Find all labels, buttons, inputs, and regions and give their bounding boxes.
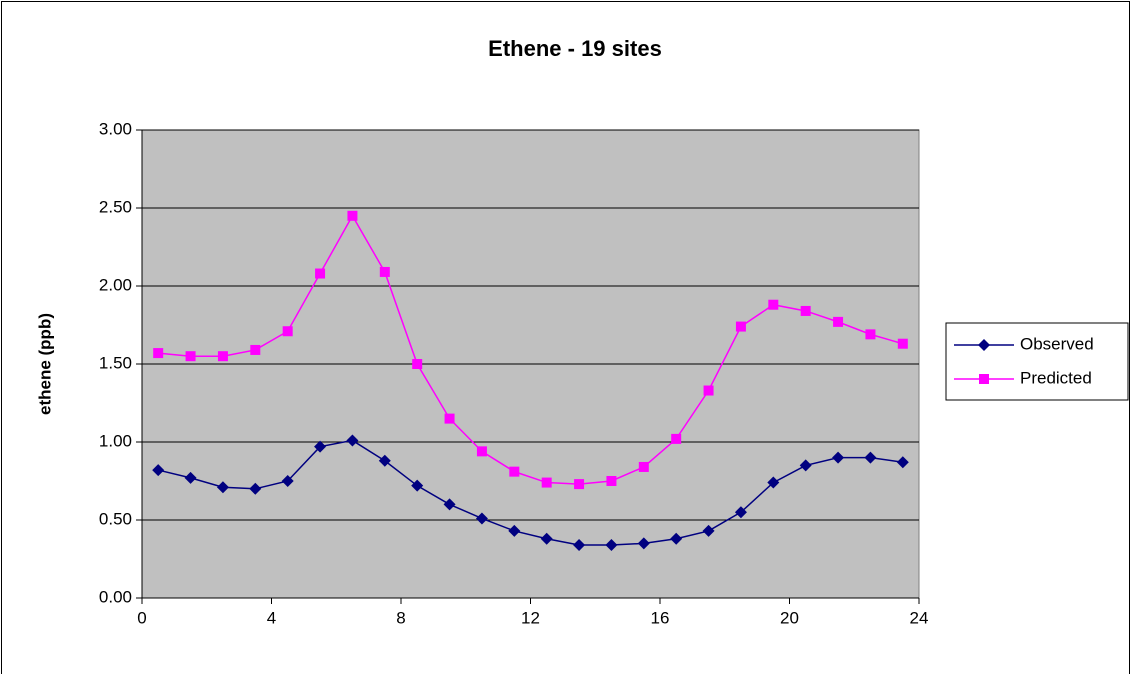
marker [249, 482, 262, 495]
marker [153, 348, 164, 359]
marker [347, 210, 358, 221]
marker [605, 538, 618, 551]
x-tick-label: 4 [267, 608, 276, 627]
marker [412, 359, 423, 369]
y-tick-label: 3.00 [99, 119, 132, 138]
marker [702, 524, 715, 537]
marker [281, 475, 294, 487]
marker [378, 454, 391, 467]
x-tick-label: 16 [651, 608, 670, 627]
legend-box [945, 322, 1129, 401]
x-tick-label: 0 [137, 608, 146, 627]
marker [606, 476, 617, 486]
x-tick-label: 20 [780, 608, 799, 627]
marker [799, 459, 812, 472]
y-tick-label: 0.50 [99, 509, 132, 528]
marker [314, 440, 327, 453]
marker [703, 385, 714, 396]
chart-title: Ethene - 19 sites [488, 36, 662, 61]
marker [896, 456, 909, 469]
marker [864, 451, 877, 464]
x-tick-label: 8 [396, 608, 405, 627]
marker [443, 498, 456, 511]
marker [768, 299, 779, 310]
marker [216, 481, 229, 494]
marker [541, 477, 552, 488]
marker [638, 461, 649, 472]
marker [346, 434, 359, 447]
series-line [158, 214, 904, 485]
marker [574, 479, 585, 490]
marker [476, 446, 487, 457]
x-tick-label: 12 [521, 608, 540, 627]
marker [315, 268, 326, 279]
marker [379, 266, 390, 277]
y-tick-label: 2.50 [99, 197, 132, 216]
marker [217, 351, 228, 362]
legend-label: Observed [1020, 334, 1094, 353]
y-tick-label: 1.00 [99, 431, 132, 450]
marker [475, 512, 488, 525]
y-tick-label: 2.00 [99, 275, 132, 294]
marker [185, 351, 196, 362]
marker [833, 316, 844, 327]
y-tick-label: 0.00 [99, 587, 132, 606]
legend-label: Predicted [1020, 368, 1092, 387]
marker [508, 524, 521, 537]
x-tick-label: 24 [910, 608, 929, 627]
marker [767, 476, 780, 489]
marker [540, 532, 553, 545]
marker [282, 326, 293, 337]
marker [671, 433, 682, 444]
legend-marker [979, 374, 989, 384]
marker [670, 532, 683, 545]
marker [735, 321, 746, 332]
marker [444, 413, 455, 424]
marker [250, 344, 261, 355]
series-line [158, 439, 903, 546]
marker [897, 338, 908, 349]
legend-marker [978, 339, 990, 351]
marker [637, 537, 650, 550]
marker [411, 479, 424, 492]
y-tick-label: 1.50 [99, 353, 132, 372]
marker [573, 538, 586, 551]
marker [832, 451, 845, 464]
y-axis-label: ethene (ppb) [35, 313, 54, 415]
marker [509, 466, 520, 477]
marker [152, 464, 165, 477]
marker [865, 329, 876, 340]
marker [800, 305, 811, 316]
marker [734, 506, 747, 519]
marker [184, 471, 197, 484]
